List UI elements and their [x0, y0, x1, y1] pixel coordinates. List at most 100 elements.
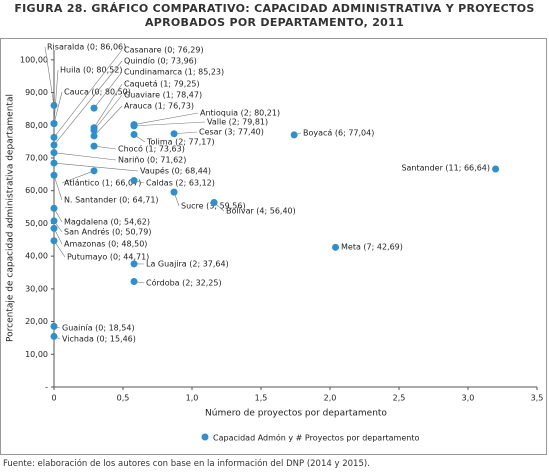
y-tick-label: 80,00: [25, 121, 48, 130]
leader-line: [53, 60, 123, 146]
leader-line: [53, 69, 59, 124]
x-tick-label: 2,5: [393, 394, 406, 403]
x-tick-label: 0: [51, 394, 56, 403]
point: [90, 167, 98, 175]
point-label: Cesar (3; 77,40): [199, 128, 264, 137]
y-tick-label: 70,00: [25, 153, 48, 162]
point: [50, 171, 58, 179]
leader-line: [93, 83, 123, 128]
y-tick-label: 100,00: [20, 55, 48, 64]
chart-frame: [0, 38, 547, 455]
point-label: Cundinamarca (1; 85,23): [124, 68, 224, 77]
point: [90, 126, 98, 134]
point-label: Meta (7; 42,69): [341, 243, 403, 252]
point: [50, 149, 58, 157]
leader-line: [53, 175, 63, 201]
point: [90, 104, 98, 112]
legend-label: Capacidad Admón y # Proyectos por depart…: [213, 433, 419, 443]
point: [130, 176, 138, 184]
leader-line: [133, 112, 199, 125]
x-tick-label: 1,5: [255, 394, 268, 403]
point: [130, 122, 138, 130]
x-axis-label: Número de proyectos por departamento: [205, 409, 387, 419]
point: [332, 243, 340, 251]
point-label: Tolima (2; 77,17): [146, 138, 215, 147]
point: [50, 332, 58, 340]
leader-line: [44, 46, 55, 106]
y-tick-label: 60,00: [25, 186, 48, 195]
y-tick-label: 50,00: [25, 219, 48, 228]
point-label: Bolívar (4; 56,40): [226, 207, 296, 216]
y-tick-label: -: [45, 383, 48, 392]
legend-marker: [201, 433, 209, 441]
point-label: Quindío (0; 73,96): [124, 57, 197, 66]
point-label: Caquetá (1; 79,25): [124, 80, 200, 89]
point: [50, 101, 58, 109]
point: [130, 260, 138, 268]
point-label: Guaviare (1; 78,47): [124, 91, 202, 100]
point: [90, 132, 98, 140]
point-label: Vaupés (0; 68,44): [140, 166, 211, 176]
point: [90, 142, 98, 150]
y-tick-label: 90,00: [25, 88, 48, 97]
point: [290, 131, 298, 139]
point-label: Putumayo (0; 44,71): [67, 253, 149, 262]
point-label: Amazonas (0; 48,50): [64, 240, 147, 249]
point-label: Casanare (0; 76,29): [124, 46, 204, 55]
point-label: San Andrés (0; 50,79): [64, 227, 151, 237]
point: [50, 217, 58, 225]
x-tick-label: 2,0: [324, 394, 337, 403]
point: [50, 120, 58, 128]
point: [50, 237, 58, 245]
leader-line: [134, 121, 206, 127]
leader-line: [53, 91, 63, 124]
source-note: Fuente: elaboración de los autores con b…: [3, 459, 370, 469]
point-label: Antioquia (2; 80,21): [200, 109, 280, 118]
y-tick-label: 10,00: [25, 350, 48, 359]
leader-line: [174, 131, 198, 135]
y-tick-label: 20,00: [25, 317, 48, 326]
chart-title: FIGURA 28. GRÁFICO COMPARATIVO: CAPACIDA…: [14, 2, 535, 29]
leader-line: [53, 152, 117, 161]
point: [170, 130, 178, 138]
point: [50, 204, 58, 212]
leader-line: [93, 71, 123, 109]
point-label: Córdoba (2; 32,25): [146, 278, 222, 288]
point: [492, 165, 500, 173]
x-tick-label: 0,5: [117, 394, 130, 403]
point-label: Caldas (2; 63,12): [146, 179, 215, 188]
y-tick-label: 30,00: [25, 284, 48, 293]
point: [130, 277, 138, 285]
point-label: Nariño (0; 71,62): [118, 156, 186, 165]
point: [170, 188, 178, 196]
point: [50, 141, 58, 149]
point: [130, 131, 138, 139]
leader-line: [93, 105, 123, 137]
y-tick-label: 40,00: [25, 252, 48, 261]
point-label: La Guajira (2; 37,64): [146, 260, 229, 269]
point-label: Chocó (1; 73,63): [118, 144, 185, 154]
point-label: Risaralda (0; 86,06): [47, 43, 126, 52]
leader-line: [93, 145, 117, 150]
point-label: N. Santander (0; 64,71): [64, 196, 159, 205]
point: [50, 159, 58, 167]
point-label: Guainía (0; 18,54): [62, 324, 135, 333]
x-tick-label: 3,0: [462, 394, 475, 403]
point: [210, 198, 218, 206]
point: [50, 322, 58, 330]
point-label: Boyacá (6; 77,04): [303, 129, 374, 138]
point-label: Sucre (3; 59,56): [181, 202, 246, 211]
x-tick-label: 1,0: [186, 394, 199, 403]
point-label: Santander (11; 66,64): [401, 164, 490, 173]
leader-line: [53, 162, 139, 172]
leader-line: [93, 94, 123, 131]
point-label: Cauca (0; 80,50): [64, 88, 131, 97]
point: [50, 133, 58, 141]
point-label: Magdalena (0; 54,62): [64, 218, 150, 227]
point-label: Valle (2; 79,81): [207, 118, 268, 127]
point-label: Arauca (1; 76,73): [124, 102, 194, 111]
point-label: Vichada (0; 15,46): [62, 335, 136, 344]
point-label: Atlántico (1; 66,07): [64, 179, 141, 188]
